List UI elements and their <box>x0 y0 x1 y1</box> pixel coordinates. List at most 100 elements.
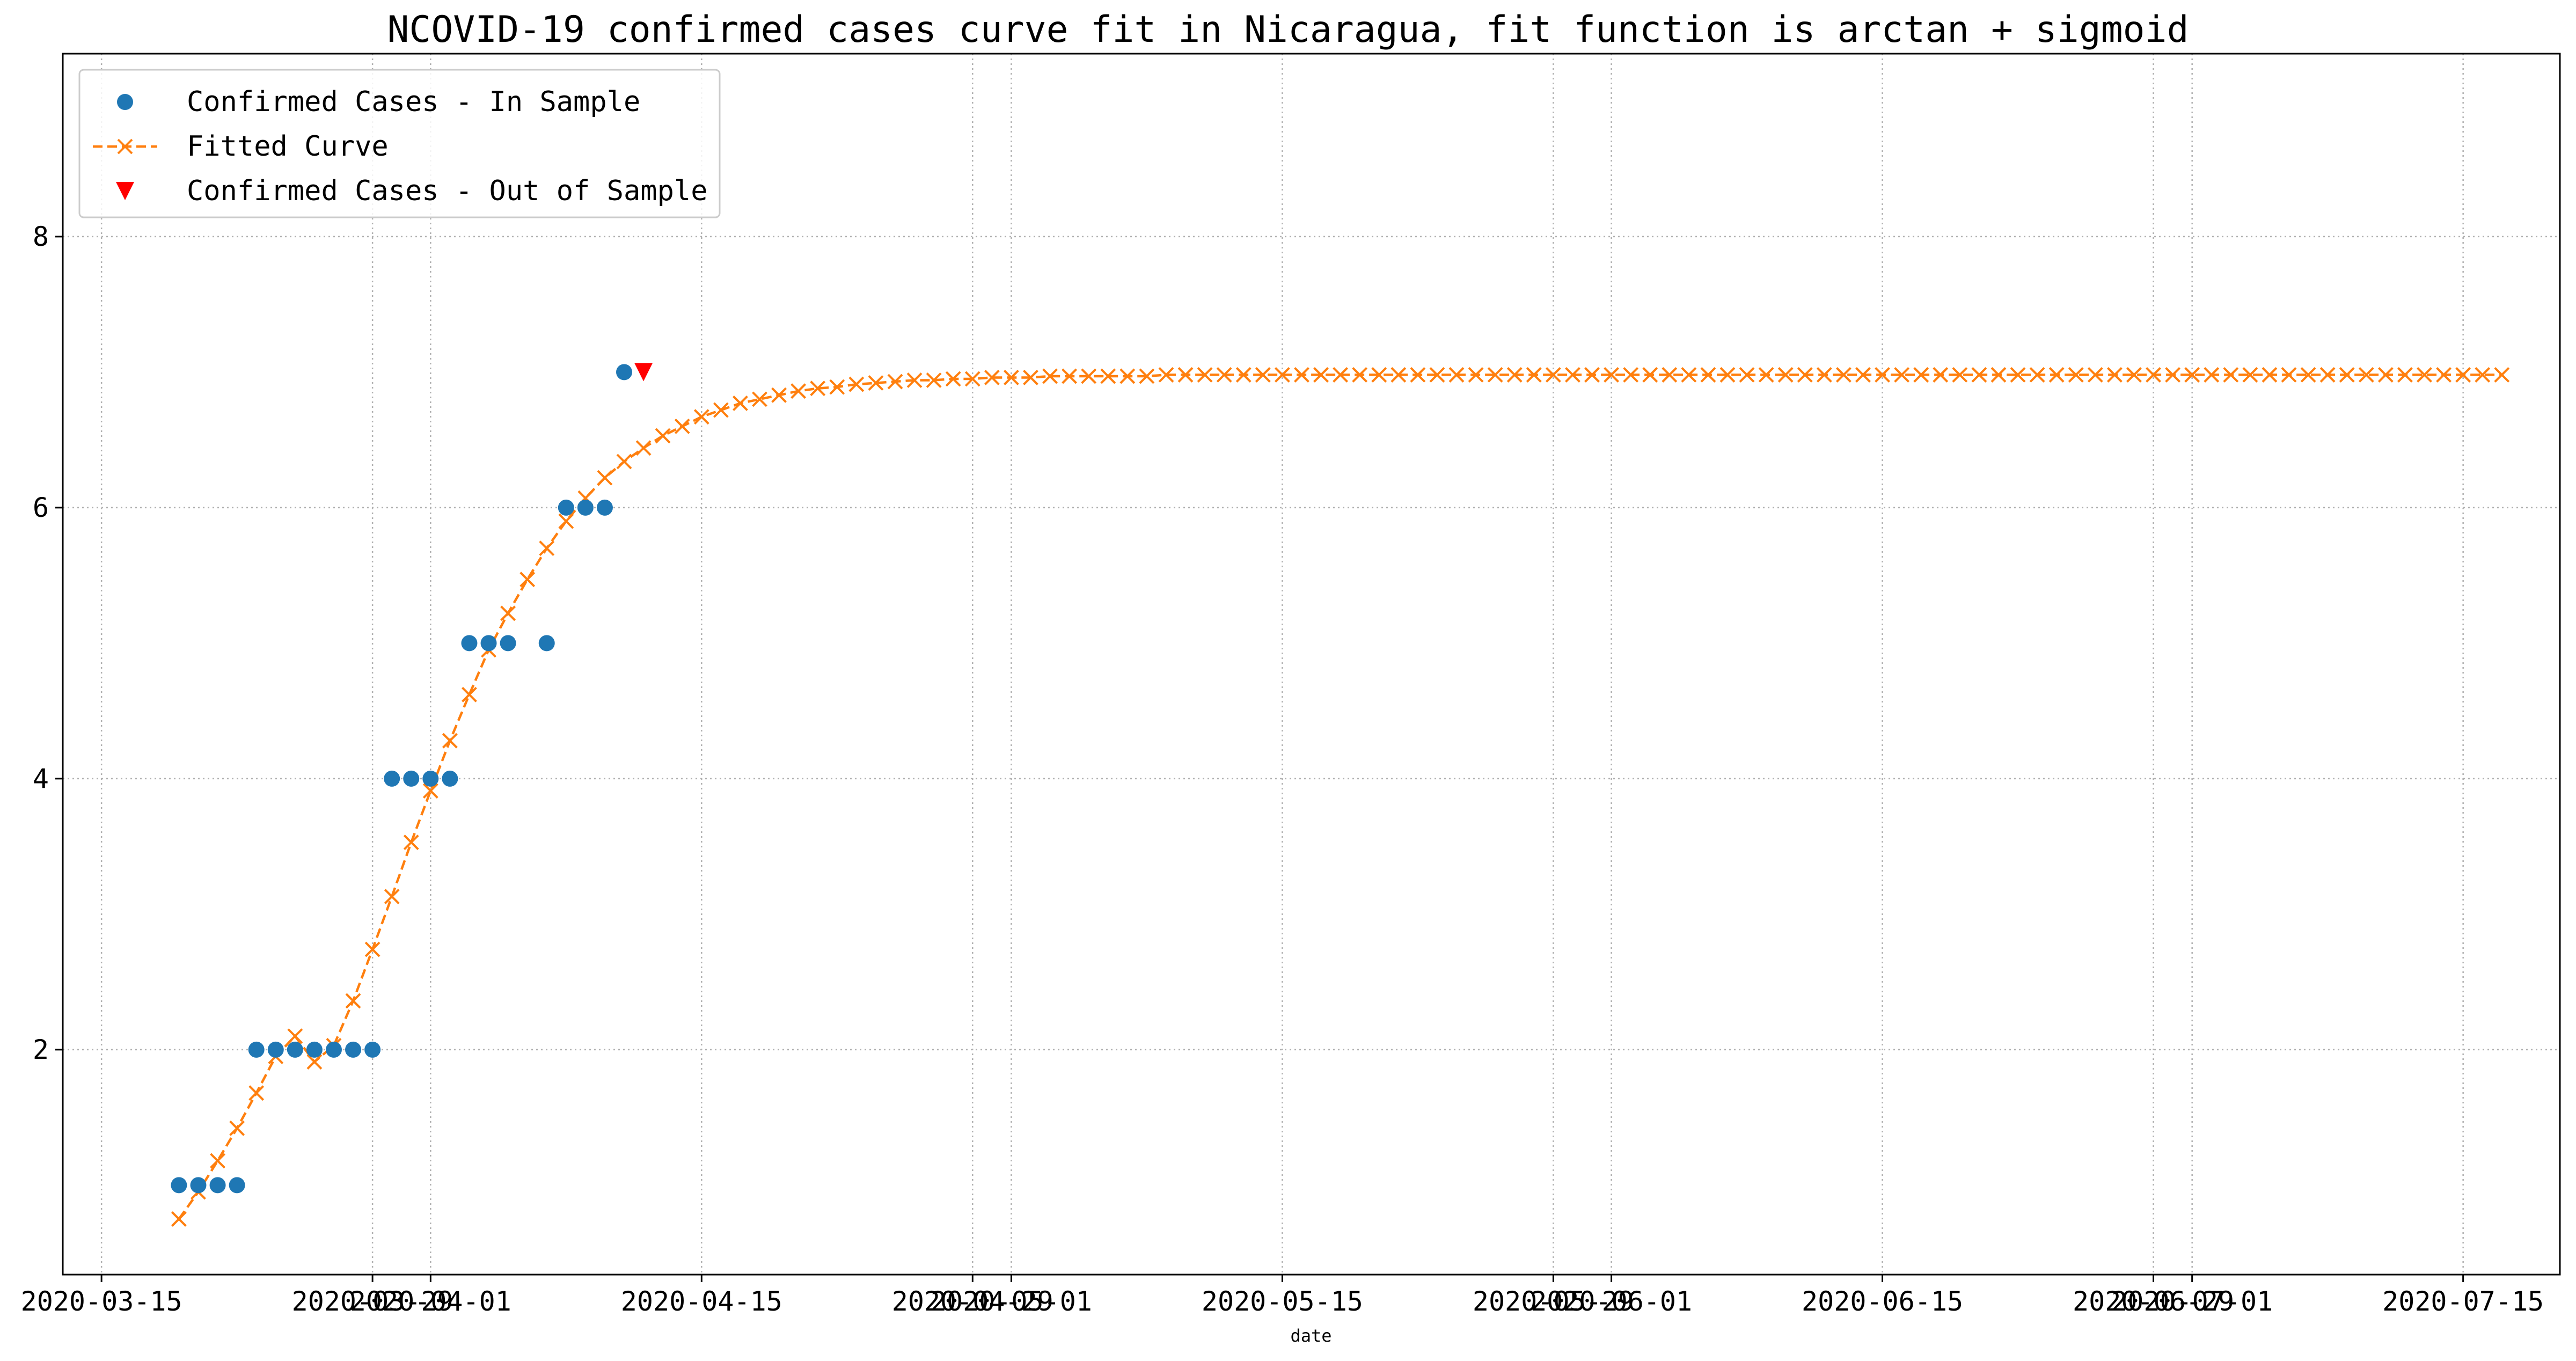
fitted-curve-point <box>1875 367 1890 383</box>
fitted-curve-point <box>1719 367 1736 383</box>
fitted-curve-point <box>422 783 438 799</box>
fitted-curve-point <box>1990 367 2007 383</box>
fitted-curve-point <box>364 941 380 957</box>
out-of-sample-point <box>634 363 653 382</box>
fitted-curve-point <box>2242 367 2258 383</box>
fitted-curve-point <box>2204 367 2220 383</box>
fitted-curve-point <box>1584 367 1600 383</box>
fitted-curve-point <box>2436 367 2451 383</box>
legend-entry-in-sample: Confirmed Cases - In Sample <box>117 86 640 118</box>
legend-out-of-sample-marker <box>116 182 134 200</box>
fitted-curve-point <box>926 372 942 388</box>
fitted-curve-point <box>287 1028 303 1044</box>
fitted-curve-point <box>558 513 574 529</box>
in-sample-point <box>229 1177 245 1194</box>
fitted-curve-point <box>171 1211 187 1227</box>
legend: Confirmed Cases - In Sample Fitted Curve C… <box>78 69 721 218</box>
fitted-curve-point <box>1352 367 1368 383</box>
fitted-curve-point <box>1506 367 1523 383</box>
fitted-curve-point <box>1545 367 1561 383</box>
x-tick-label: 2020-06-01 <box>1531 1286 1692 1317</box>
fitted-curve-point <box>2029 367 2045 383</box>
fitted-curve-point <box>462 686 477 703</box>
fitted-curve-point <box>2223 367 2239 383</box>
legend-entry-out-of-sample: Confirmed Cases - Out of Sample <box>116 175 708 207</box>
fitted-curve-point <box>1023 370 1038 385</box>
in-sample-point <box>577 499 594 516</box>
fitted-curve-point <box>1933 367 1949 383</box>
fitted-curve-point <box>1623 367 1639 383</box>
fitted-curve-point <box>2455 367 2471 383</box>
in-sample-point <box>384 770 400 787</box>
fitted-curve-point <box>635 440 652 456</box>
fitted-curve-point <box>210 1153 225 1169</box>
fitted-curve-point <box>500 605 516 621</box>
series-in-sample <box>171 364 633 1194</box>
fitted-curve-point <box>1797 367 1813 383</box>
fitted-curve-point <box>2397 367 2413 383</box>
fitted-curve-point <box>2068 367 2084 383</box>
in-sample-point <box>287 1041 303 1058</box>
fitted-curve-point <box>1216 367 1232 383</box>
in-sample-point <box>267 1041 284 1058</box>
fitted-curve-point <box>519 572 536 588</box>
fitted-curve-point <box>945 371 961 387</box>
fitted-curve-point <box>693 409 709 425</box>
fitted-curve-point <box>2300 367 2316 383</box>
legend-in-sample-marker <box>117 94 133 110</box>
in-sample-point <box>480 635 497 652</box>
in-sample-point <box>558 499 574 516</box>
fitted-curve-point <box>616 453 632 470</box>
fitted-curve-point <box>2377 367 2394 383</box>
in-sample-point <box>596 499 613 516</box>
in-sample-point <box>403 770 420 787</box>
fitted-curve-point <box>248 1085 265 1101</box>
plot-area-frame <box>62 53 2561 1276</box>
fitted-curve-point <box>2319 367 2336 383</box>
fitted-curve-point <box>1081 368 1097 384</box>
y-axis-ticks: 2 4 6 8 <box>33 221 63 1065</box>
x-tick-label: 2020-04-01 <box>350 1286 511 1317</box>
fitted-curve-point <box>733 396 748 411</box>
series-out-of-sample <box>634 363 653 382</box>
fitted-curve-point <box>868 375 884 391</box>
fitted-curve-point <box>1700 367 1716 383</box>
fitted-curve-point <box>1100 368 1116 384</box>
fitted-curve-point <box>655 428 671 444</box>
fitted-curve-point <box>2475 367 2491 383</box>
fitted-curve-point <box>752 391 767 407</box>
fitted-curve-point <box>403 835 419 850</box>
fitted-curve-point <box>1642 367 1658 383</box>
fitted-curve-point <box>1487 367 1503 383</box>
fitted-curve-point <box>1294 367 1309 383</box>
y-tick-label: 4 <box>33 763 49 794</box>
fitted-curve-point <box>1197 367 1213 383</box>
fitted-curve-point <box>2417 367 2432 383</box>
fitted-curve-point <box>2048 367 2065 383</box>
fitted-curve-point <box>771 387 787 403</box>
fitted-curve-point <box>1913 367 1929 383</box>
fitted-curve-point <box>1313 367 1329 383</box>
in-sample-point <box>325 1041 342 1058</box>
fitted-curve-point <box>1971 367 1987 383</box>
x-tick-label: 2020-04-15 <box>621 1286 782 1317</box>
x-tick-label: 2020-06-15 <box>1802 1286 1963 1317</box>
fitted-curve-point <box>1662 367 1678 383</box>
fitted-curve-point <box>1429 367 1445 383</box>
fitted-curve-point <box>2339 367 2355 383</box>
fitted-curve-point <box>713 402 729 418</box>
in-sample-point <box>364 1041 381 1058</box>
fitted-curve-point <box>1777 367 1794 383</box>
fitted-curve-point <box>1004 370 1019 385</box>
fitted-curve-point <box>442 733 458 749</box>
x-tick-label: 2020-03-15 <box>21 1286 182 1317</box>
fitted-curve-point <box>1952 367 1968 383</box>
series-fitted-curve <box>171 367 2510 1227</box>
fitted-curve-point <box>1177 367 1194 383</box>
x-axis-label: date <box>1290 1326 1331 1346</box>
legend-fitted-curve-marker <box>117 138 133 155</box>
fitted-curve-point <box>2146 367 2161 383</box>
fitted-curve-point <box>1391 367 1407 383</box>
